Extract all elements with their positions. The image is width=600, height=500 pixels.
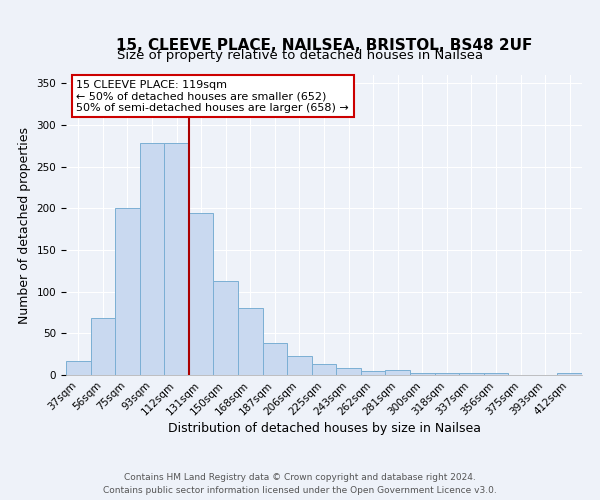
Bar — [66, 361, 91, 375]
Bar — [385, 370, 410, 375]
Text: Size of property relative to detached houses in Nailsea: Size of property relative to detached ho… — [117, 50, 483, 62]
Bar — [238, 308, 263, 375]
Bar — [214, 281, 238, 375]
Bar — [164, 144, 189, 375]
Y-axis label: Number of detached properties: Number of detached properties — [18, 126, 31, 324]
Bar — [263, 344, 287, 375]
Bar — [459, 374, 484, 375]
Bar — [140, 144, 164, 375]
Bar — [312, 364, 336, 375]
Bar — [484, 374, 508, 375]
Bar — [115, 208, 140, 375]
Bar — [91, 318, 115, 375]
Bar — [189, 212, 214, 375]
Bar — [336, 368, 361, 375]
X-axis label: Distribution of detached houses by size in Nailsea: Distribution of detached houses by size … — [167, 422, 481, 436]
Text: 15 CLEEVE PLACE: 119sqm
← 50% of detached houses are smaller (652)
50% of semi-d: 15 CLEEVE PLACE: 119sqm ← 50% of detache… — [76, 80, 349, 112]
Title: 15, CLEEVE PLACE, NAILSEA, BRISTOL, BS48 2UF: 15, CLEEVE PLACE, NAILSEA, BRISTOL, BS48… — [116, 38, 532, 53]
Text: Contains HM Land Registry data © Crown copyright and database right 2024.
Contai: Contains HM Land Registry data © Crown c… — [103, 474, 497, 495]
Bar — [410, 372, 434, 375]
Bar — [361, 371, 385, 375]
Bar — [287, 356, 312, 375]
Bar — [557, 372, 582, 375]
Bar — [434, 374, 459, 375]
